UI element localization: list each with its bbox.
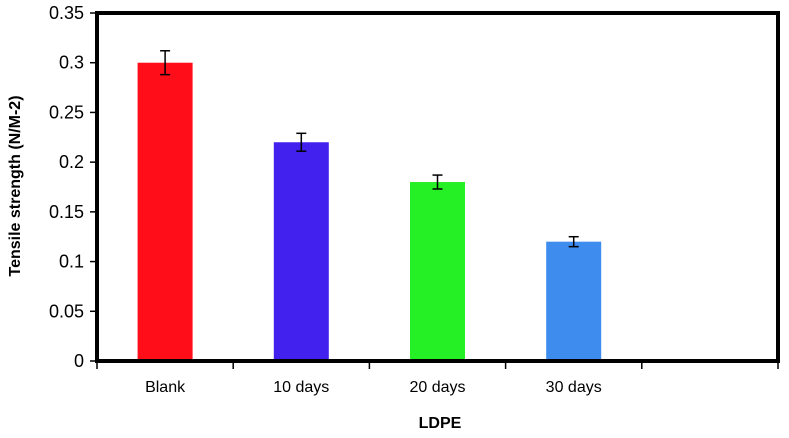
error-bars-layer — [160, 50, 579, 248]
error-bar — [296, 132, 307, 152]
x-tick-label: 20 days — [409, 379, 465, 396]
error-bar — [160, 50, 171, 76]
bar-blank — [137, 62, 193, 361]
bars-layer — [137, 62, 602, 361]
error-bar — [568, 235, 579, 248]
x-tick-label: 30 days — [546, 379, 602, 396]
plot-frame — [95, 11, 780, 363]
y-tick-label: 0.25 — [49, 102, 84, 122]
x-tick-label: Blank — [145, 379, 186, 396]
y-tick-label: 0.35 — [49, 3, 84, 23]
bar-20-days — [410, 182, 465, 361]
y-tick-label: 0.05 — [49, 301, 84, 321]
axes-layer — [90, 11, 780, 369]
y-tick-label: 0.2 — [59, 152, 84, 172]
y-axis-title: Tensile strength (N/M-2) — [7, 95, 24, 276]
x-axis-title: LDPE — [419, 415, 462, 432]
y-tick-label: 0.3 — [59, 53, 84, 73]
error-bar — [432, 174, 443, 190]
x-tick-label: 10 days — [273, 379, 329, 396]
y-tick-label: 0 — [74, 351, 84, 371]
y-tick-label: 0.15 — [49, 202, 84, 222]
labels-layer: 0 0.05 0.1 0.15 0.2 0.25 0.3 0.35 Blank 10 days 20… — [49, 3, 602, 396]
y-tick-label: 0.1 — [59, 252, 84, 272]
bar-30-days — [546, 241, 602, 361]
bar-10-days — [273, 142, 329, 361]
